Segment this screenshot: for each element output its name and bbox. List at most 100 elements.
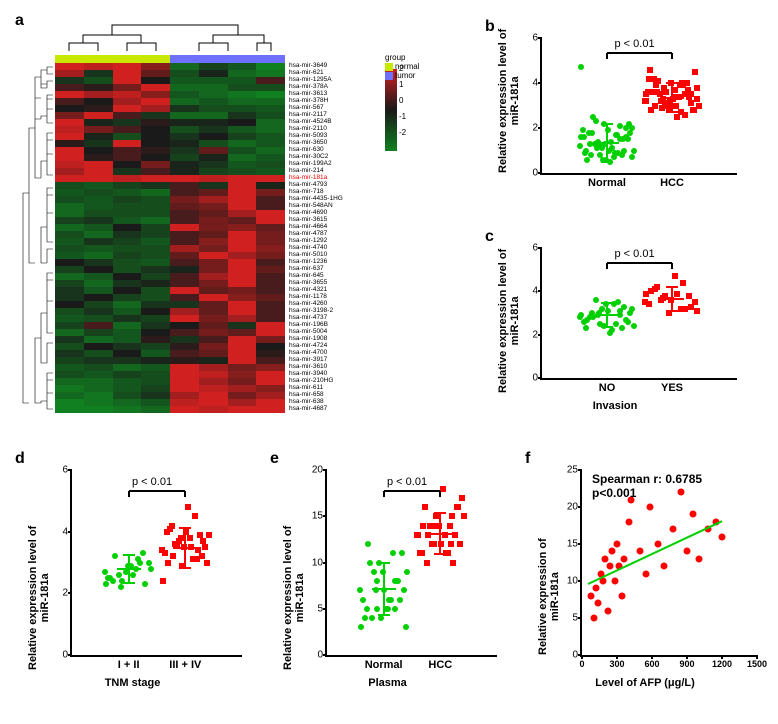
heatmap-cell — [170, 350, 199, 357]
heatmap-cell — [113, 168, 142, 175]
heatmap-grid — [55, 63, 285, 413]
heatmap-cell — [170, 287, 199, 294]
data-point — [643, 291, 649, 297]
dendrogram-top — [55, 21, 285, 51]
heatmap-cell — [141, 343, 170, 350]
data-point — [417, 550, 423, 556]
heatmap-cell — [256, 189, 285, 196]
heatmap-cell — [141, 238, 170, 245]
heatmap-cell — [84, 364, 113, 371]
data-point — [374, 578, 380, 584]
data-point — [103, 581, 109, 587]
heatmap-cell — [84, 406, 113, 413]
data-point — [621, 555, 628, 562]
heatmap-cell — [141, 161, 170, 168]
heatmap-cell — [141, 280, 170, 287]
heatmap-cell — [256, 357, 285, 364]
data-point — [625, 518, 632, 525]
data-point — [588, 592, 595, 599]
heatmap-cell — [141, 350, 170, 357]
heatmap-cell — [228, 266, 257, 273]
x-tick: I + II — [118, 655, 140, 671]
y-tick: 0 — [532, 373, 542, 384]
data-point — [202, 544, 208, 550]
heatmap-cell — [228, 294, 257, 301]
data-point — [646, 504, 653, 511]
heatmap-cell — [199, 322, 228, 329]
heatmap-cell — [170, 238, 199, 245]
plot-area: 0246NormalHCCp < 0.01 — [540, 38, 737, 175]
heatmap-cell — [84, 329, 113, 336]
heatmap-cell — [199, 392, 228, 399]
heatmap-cell — [141, 210, 170, 217]
heatmap-cell — [113, 231, 142, 238]
heatmap-cell — [113, 245, 142, 252]
data-point — [459, 495, 465, 501]
heatmap-cell — [113, 322, 142, 329]
heatmap-cell — [55, 84, 84, 91]
heatmap-cell — [141, 154, 170, 161]
heatmap-cell — [84, 301, 113, 308]
heatmap-cell — [199, 245, 228, 252]
heatmap-cell — [256, 322, 285, 329]
data-point — [614, 132, 620, 138]
heatmap-cell — [199, 266, 228, 273]
heatmap-cell — [256, 245, 285, 252]
heatmap-cell — [228, 364, 257, 371]
heatmap-cell — [141, 63, 170, 70]
data-point — [206, 532, 212, 538]
data-point — [102, 569, 108, 575]
data-point — [578, 312, 584, 318]
heatmap-cell — [228, 126, 257, 133]
heatmap-cell — [113, 203, 142, 210]
heatmap-cell — [84, 280, 113, 287]
heatmap-cell — [84, 217, 113, 224]
heatmap-cell — [84, 266, 113, 273]
heatmap-cell — [170, 329, 199, 336]
heatmap-cell — [113, 147, 142, 154]
heatmap-cell — [256, 336, 285, 343]
heatmap-cell — [55, 105, 84, 112]
heatmap-cell — [199, 252, 228, 259]
heatmap-cell — [256, 392, 285, 399]
heatmap-cell — [84, 357, 113, 364]
heatmap-cell — [199, 224, 228, 231]
heatmap-cell — [228, 112, 257, 119]
y-tick: 2 — [532, 329, 542, 340]
heatmap-cell — [170, 224, 199, 231]
data-point — [673, 103, 679, 109]
data-point — [394, 578, 400, 584]
heatmap-cell — [170, 154, 199, 161]
heatmap-cell — [199, 329, 228, 336]
heatmap-cell — [55, 161, 84, 168]
heatmap-cell — [84, 287, 113, 294]
heatmap-cell — [113, 105, 142, 112]
data-point — [142, 581, 148, 587]
heatmap-cell — [170, 70, 199, 77]
heatmap-cell — [141, 385, 170, 392]
data-point — [167, 526, 173, 532]
heatmap-cell — [256, 105, 285, 112]
heatmap-cell — [55, 315, 84, 322]
heatmap-cell — [199, 350, 228, 357]
heatmap-cell — [256, 112, 285, 119]
regression-line — [587, 520, 722, 585]
heatmap-cell — [256, 273, 285, 280]
heatmap-cell — [170, 259, 199, 266]
heatmap-cell — [55, 308, 84, 315]
data-point — [178, 535, 184, 541]
heatmap-cell — [256, 385, 285, 392]
heatmap-cell — [228, 63, 257, 70]
data-point — [112, 553, 118, 559]
heatmap-cell — [141, 175, 170, 182]
data-point — [431, 523, 437, 529]
heatmap-cell — [55, 133, 84, 140]
heatmap-cell — [84, 224, 113, 231]
data-point — [450, 560, 456, 566]
data-point — [160, 578, 166, 584]
heatmap-cell — [84, 168, 113, 175]
heatmap-cell — [256, 154, 285, 161]
heatmap-cell — [256, 266, 285, 273]
data-point — [590, 114, 596, 120]
heatmap-cell — [256, 294, 285, 301]
